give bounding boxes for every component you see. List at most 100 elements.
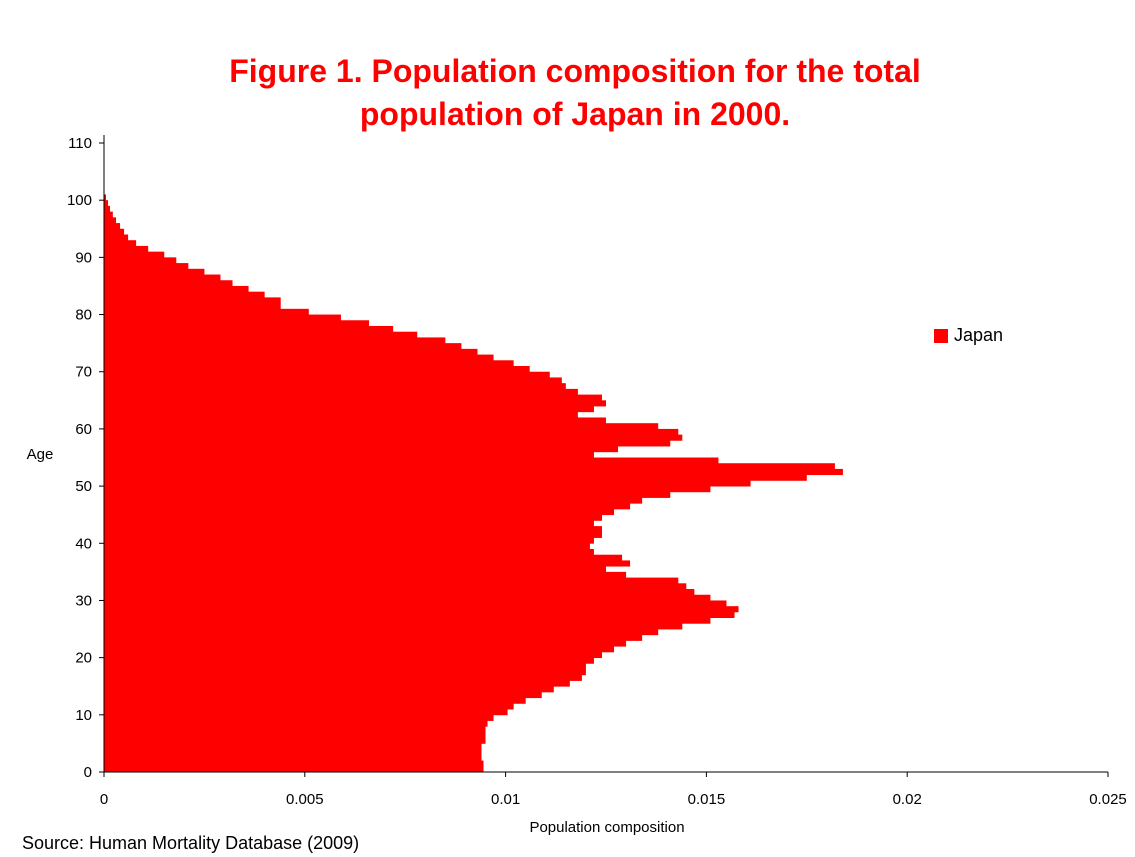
bar-age-71	[104, 360, 514, 367]
y-tick-label-60: 60	[75, 421, 92, 438]
bar-age-38	[104, 548, 594, 556]
bar-age-65	[104, 394, 602, 401]
bar-age-39	[104, 543, 590, 550]
bar-age-58	[104, 434, 683, 441]
y-tick-label-10: 10	[75, 707, 92, 724]
bar-age-82	[104, 297, 281, 304]
bar-age-81	[104, 303, 281, 310]
bar-age-7	[104, 726, 486, 733]
bar-age-70	[104, 366, 530, 373]
bar-age-20	[104, 651, 602, 659]
chart-title: Figure 1. Population composition for the…	[0, 50, 1135, 136]
bar-age-62	[104, 411, 578, 418]
bar-age-50	[104, 480, 751, 487]
bar-age-5	[104, 737, 486, 744]
x-tick-label-0.005: 0.005	[286, 791, 324, 808]
bar-age-21	[104, 646, 615, 653]
x-tick-label-0.02: 0.02	[893, 791, 922, 808]
bar-age-72	[104, 354, 494, 361]
bar-age-8	[104, 720, 488, 727]
y-tick-label-110: 110	[68, 135, 92, 152]
y-tick-label-90: 90	[75, 249, 92, 266]
bar-age-33	[104, 577, 679, 584]
bar-age-51	[104, 474, 807, 481]
bar-age-12	[104, 697, 526, 704]
bars-group	[104, 194, 843, 773]
bar-age-88	[104, 263, 189, 270]
bar-age-40	[104, 537, 594, 544]
bar-age-34	[104, 571, 627, 578]
legend-label-japan: Japan	[954, 325, 1004, 345]
bar-age-54	[104, 457, 719, 464]
bar-age-63	[104, 406, 594, 413]
bar-age-15	[104, 680, 570, 687]
bar-age-47	[104, 497, 643, 504]
chart-title-line-2: population of Japan in 2000.	[359, 96, 791, 132]
axes-group: 0 10 20 30 40 50 60 70 80 90 100 110 0 0.005 0.01 0.015…	[67, 135, 1127, 808]
y-tick-label-70: 70	[75, 364, 92, 381]
y-axis-label: Age	[27, 446, 54, 463]
bar-age-29	[104, 600, 727, 607]
bar-age-18	[104, 663, 586, 670]
legend-swatch-japan	[934, 328, 948, 343]
bar-age-76	[104, 331, 418, 338]
bar-age-36	[104, 560, 631, 567]
bar-age-16	[104, 674, 582, 681]
bar-age-95	[104, 223, 121, 230]
bar-age-27	[104, 611, 735, 619]
x-tick-label-0.025: 0.025	[1089, 791, 1127, 808]
bar-age-100	[104, 194, 107, 201]
bar-age-92	[104, 240, 137, 247]
bar-age-60	[104, 423, 659, 430]
y-tick-label-100: 100	[67, 192, 92, 209]
bar-age-44	[104, 514, 602, 521]
bar-age-4	[104, 743, 482, 750]
y-tick-label-0: 0	[84, 764, 92, 781]
bar-age-90	[104, 251, 165, 258]
chart-title-line-1: Figure 1. Population composition for the…	[229, 53, 921, 89]
x-tick-label-0: 0	[100, 791, 108, 808]
bar-age-68	[104, 377, 562, 384]
y-tick-label-40: 40	[75, 535, 92, 552]
bar-age-69	[104, 371, 550, 378]
bar-age-42	[104, 526, 602, 533]
bar-age-48	[104, 491, 671, 498]
bar-age-19	[104, 657, 594, 664]
bar-age-37	[104, 554, 623, 561]
y-tick-label-20: 20	[75, 650, 92, 667]
bar-age-9	[104, 714, 494, 721]
legend: Japan	[934, 325, 1003, 346]
bar-age-45	[104, 508, 615, 516]
y-tick-label-30: 30	[75, 592, 92, 609]
bar-age-77	[104, 325, 394, 333]
bar-age-67	[104, 383, 566, 390]
bar-age-89	[104, 257, 177, 264]
bar-age-35	[104, 566, 606, 573]
bar-age-3	[104, 749, 482, 756]
bar-age-91	[104, 245, 149, 253]
bar-age-41	[104, 531, 602, 538]
bar-age-24	[104, 629, 659, 636]
bar-age-32	[104, 583, 687, 590]
bar-age-78	[104, 320, 370, 327]
bar-age-61	[104, 417, 606, 424]
bar-age-75	[104, 337, 446, 344]
x-axis-label: Population composition	[529, 819, 684, 836]
x-tick-label-0.01: 0.01	[491, 791, 520, 808]
bar-age-96	[104, 217, 117, 224]
bar-age-52	[104, 468, 843, 476]
bar-age-98	[104, 205, 111, 213]
bar-age-55	[104, 451, 594, 458]
bar-age-46	[104, 503, 631, 510]
bar-age-66	[104, 388, 578, 395]
bar-age-64	[104, 400, 606, 407]
bar-age-93	[104, 234, 129, 241]
bar-age-11	[104, 703, 514, 710]
bar-age-59	[104, 428, 679, 436]
bar-age-17	[104, 669, 586, 676]
y-tick-label-80: 80	[75, 307, 92, 324]
bar-age-13	[104, 691, 542, 699]
bar-age-53	[104, 463, 835, 470]
y-tick-label-50: 50	[75, 478, 92, 495]
